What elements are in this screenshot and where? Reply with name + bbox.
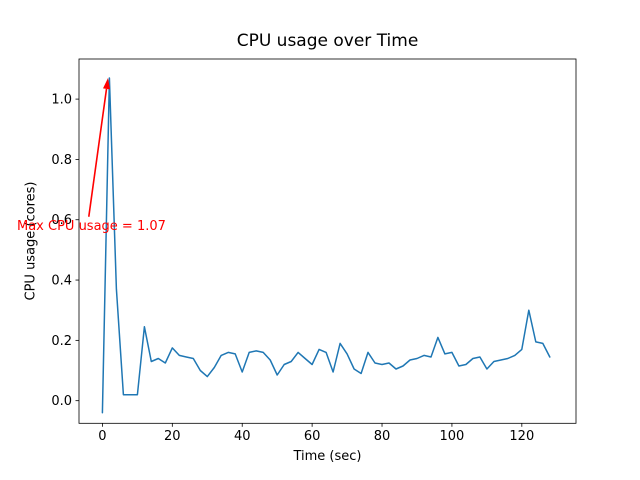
x-tick-label: 80 bbox=[374, 429, 391, 444]
x-axis-label: Time (sec) bbox=[293, 449, 362, 464]
y-tick-label: 1.0 bbox=[51, 93, 72, 108]
y-tick-label: 0.8 bbox=[51, 153, 72, 168]
y-tick-label: 0.4 bbox=[51, 274, 72, 289]
x-tick-label: 20 bbox=[164, 429, 181, 444]
max-annotation-text: Max CPU usage = 1.07 bbox=[17, 219, 166, 234]
y-tick-label: 0.6 bbox=[51, 213, 72, 228]
x-tick-label: 40 bbox=[234, 429, 251, 444]
chart-title: CPU usage over Time bbox=[236, 31, 419, 51]
y-tick-label: 0.0 bbox=[51, 394, 72, 409]
x-tick-label: 120 bbox=[509, 429, 534, 444]
x-tick-label: 60 bbox=[304, 429, 321, 444]
x-tick-label: 100 bbox=[440, 429, 465, 444]
y-axis-label: CPU usage (cores) bbox=[23, 181, 39, 301]
cpu-usage-line bbox=[101, 77, 551, 414]
y-tick-label: 0.2 bbox=[51, 334, 72, 349]
annotation-arrow-line bbox=[87, 88, 108, 217]
annotation-arrow-head bbox=[103, 78, 110, 90]
x-tick-label: 0 bbox=[98, 429, 106, 444]
plot-border bbox=[78, 58, 577, 424]
